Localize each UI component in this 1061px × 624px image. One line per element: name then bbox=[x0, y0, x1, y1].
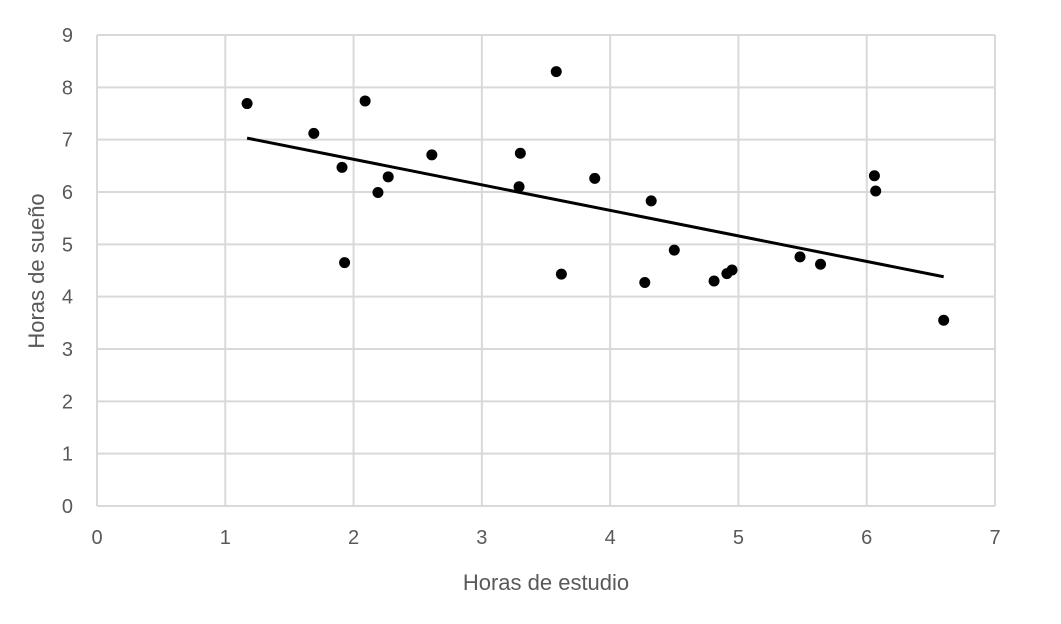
data-point bbox=[870, 185, 882, 197]
y-tick-label: 4 bbox=[62, 287, 73, 309]
data-point bbox=[589, 172, 601, 184]
x-tick-label: 4 bbox=[605, 527, 616, 549]
x-tick-label: 1 bbox=[220, 527, 231, 549]
data-point bbox=[513, 181, 525, 193]
x-axis-title: Horas de estudio bbox=[463, 570, 629, 595]
data-point bbox=[339, 257, 351, 269]
y-tick-label: 2 bbox=[62, 391, 73, 413]
data-point bbox=[359, 95, 371, 107]
x-tick-label: 5 bbox=[733, 527, 744, 549]
y-axis-title: Horas de sueño bbox=[24, 193, 49, 348]
x-tick-label: 0 bbox=[91, 527, 102, 549]
y-tick-label: 8 bbox=[62, 77, 73, 99]
y-tick-label: 5 bbox=[62, 234, 73, 256]
y-tick-label: 9 bbox=[62, 25, 73, 47]
data-point bbox=[426, 149, 438, 161]
trendline-group bbox=[246, 136, 944, 279]
x-tick-label: 2 bbox=[348, 527, 359, 549]
data-point bbox=[382, 171, 394, 183]
y-tick-label: 7 bbox=[62, 130, 73, 152]
data-point bbox=[555, 268, 567, 280]
axes bbox=[96, 35, 995, 507]
data-point bbox=[241, 98, 253, 110]
x-tick-label: 6 bbox=[861, 527, 872, 549]
data-point bbox=[645, 195, 657, 207]
y-tick-labels: 0 1 2 3 4 5 6 7 8 9 bbox=[62, 25, 73, 518]
data-points bbox=[241, 66, 950, 326]
y-tick-label: 6 bbox=[62, 182, 73, 204]
data-point bbox=[668, 244, 680, 256]
linear-trendline bbox=[246, 136, 944, 279]
y-tick-label: 1 bbox=[62, 444, 73, 466]
data-point bbox=[815, 258, 827, 270]
x-tick-label: 7 bbox=[989, 527, 1000, 549]
data-point bbox=[514, 147, 526, 159]
data-point bbox=[336, 161, 348, 173]
data-point bbox=[639, 277, 651, 289]
x-tick-label: 3 bbox=[476, 527, 487, 549]
data-point bbox=[794, 251, 806, 263]
data-point bbox=[708, 275, 720, 287]
data-point bbox=[550, 66, 562, 78]
data-point bbox=[372, 187, 384, 199]
data-point bbox=[726, 264, 738, 276]
y-tick-label: 0 bbox=[62, 496, 73, 518]
x-tick-labels: 0 1 2 3 4 5 6 7 bbox=[91, 527, 1000, 549]
y-tick-label: 3 bbox=[62, 339, 73, 361]
data-point bbox=[938, 314, 950, 326]
data-point bbox=[868, 170, 880, 182]
gridlines bbox=[97, 34, 996, 506]
data-point bbox=[308, 127, 320, 139]
